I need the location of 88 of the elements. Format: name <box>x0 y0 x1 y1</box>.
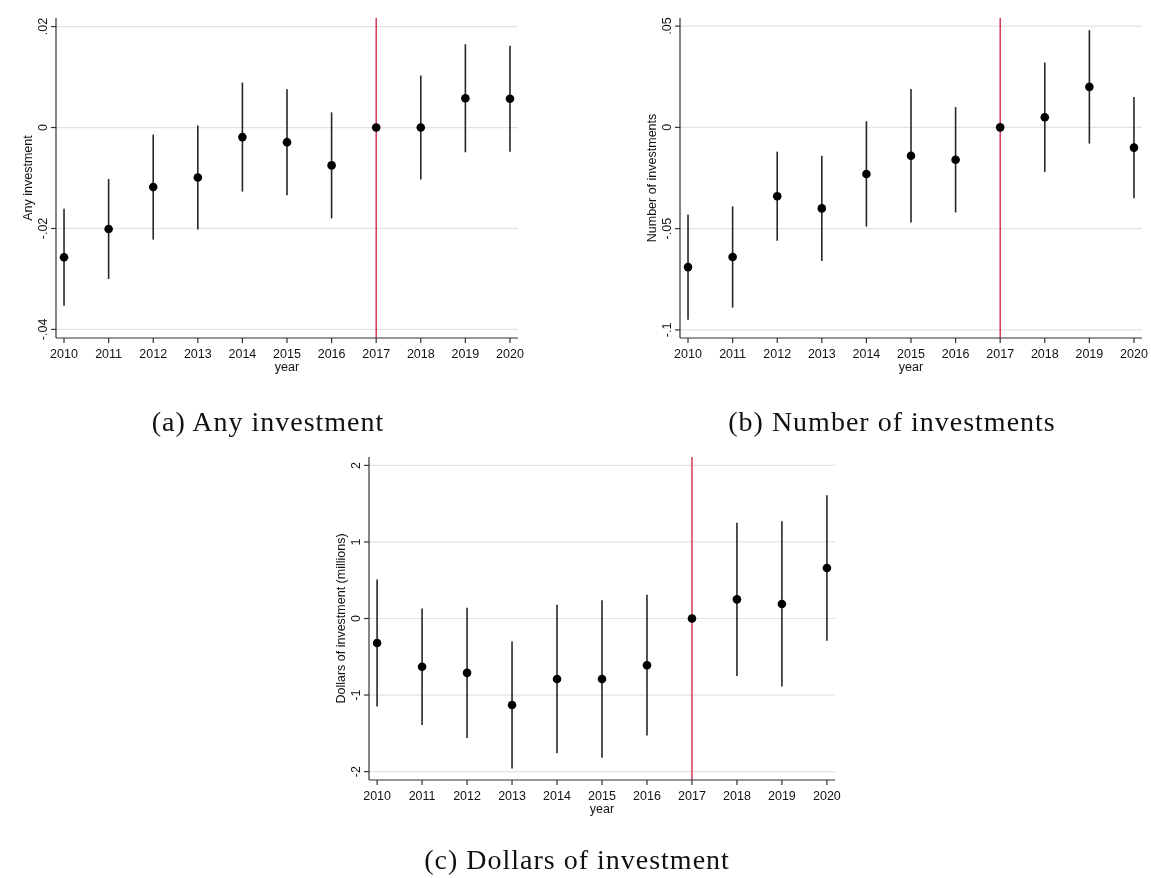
x-tick-label: 2012 <box>139 347 168 361</box>
x-tick-label: 2017 <box>678 789 706 803</box>
point <box>552 674 562 684</box>
x-tick-label: 2018 <box>406 347 435 361</box>
x-tick-label: 2017 <box>362 347 391 361</box>
point <box>687 614 697 623</box>
x-tick-label: 2020 <box>496 347 524 361</box>
point <box>728 252 737 262</box>
x-tick-label: 2019 <box>768 789 796 803</box>
x-tick-label: 2016 <box>941 347 970 361</box>
x-tick-label: 2019 <box>1075 347 1104 361</box>
x-tick-label: 2011 <box>95 347 123 361</box>
point <box>148 182 158 192</box>
point <box>817 204 827 213</box>
point <box>906 151 916 161</box>
x-tick-label: 2019 <box>451 347 480 361</box>
point <box>327 161 336 170</box>
x-tick-label: 2014 <box>228 347 257 361</box>
x-tick-label: 2013 <box>807 347 836 361</box>
y-tick-label: .05 <box>660 17 674 35</box>
x-tick-label: 2014 <box>852 347 881 361</box>
x-axis-title: year <box>898 360 924 374</box>
y-tick-label: 0 <box>660 123 674 131</box>
point <box>505 94 515 104</box>
text: (c) Dollars of investment <box>424 844 730 875</box>
x-tick-label: 2011 <box>408 789 436 803</box>
point <box>777 599 787 609</box>
point <box>732 595 742 604</box>
point <box>507 700 517 710</box>
x-tick-label: 2017 <box>986 347 1015 361</box>
y-tick-label: -1 <box>349 689 363 701</box>
point <box>238 132 247 142</box>
point <box>104 224 113 234</box>
x-axis-title: year <box>589 802 615 816</box>
point <box>417 662 427 672</box>
x-tick-label: 2010 <box>674 347 702 361</box>
x-tick-label: 2011 <box>719 347 747 361</box>
point <box>772 191 782 201</box>
point <box>282 137 292 147</box>
point <box>642 660 652 670</box>
point <box>597 674 607 684</box>
x-tick-label: 2013 <box>183 347 212 361</box>
x-tick-label: 2012 <box>453 789 482 803</box>
x-axis-title: year <box>274 360 300 374</box>
x-tick-label: 2014 <box>543 789 571 803</box>
point <box>193 173 203 182</box>
x-tick-label: 2016 <box>317 347 346 361</box>
x-tick-label: 2018 <box>1030 347 1059 361</box>
point <box>822 563 832 573</box>
point <box>461 93 470 103</box>
point <box>1129 143 1139 152</box>
point <box>59 252 69 262</box>
point <box>372 638 382 648</box>
x-tick-label: 2015 <box>273 347 301 361</box>
x-tick-label: 2018 <box>723 789 751 803</box>
point <box>371 123 381 132</box>
y-axis-title: Number of investments <box>645 113 659 243</box>
x-tick-label: 2010 <box>363 789 392 803</box>
y-tick-label: 0 <box>349 614 363 622</box>
y-tick-label: -.1 <box>660 322 674 338</box>
y-tick-label: 0 <box>36 124 50 131</box>
point <box>995 123 1005 132</box>
y-tick-label: -.04 <box>36 318 50 341</box>
y-tick-label: -2 <box>349 765 363 778</box>
y-axis-title: Dollars of investment (millions) <box>334 533 348 704</box>
x-tick-label: 2020 <box>813 789 841 803</box>
x-tick-label: 2020 <box>1120 347 1148 361</box>
y-tick-label: -.02 <box>36 217 50 240</box>
x-tick-label: 2012 <box>763 347 792 361</box>
x-tick-label: 2016 <box>633 789 661 803</box>
point <box>462 668 472 678</box>
point <box>862 169 871 179</box>
text: (b) Number of investments <box>728 406 1056 437</box>
point <box>1085 82 1094 92</box>
point <box>951 155 960 165</box>
x-tick-label: 2013 <box>498 789 526 803</box>
y-tick-label: 2 <box>349 461 363 469</box>
y-tick-label: .02 <box>36 17 50 36</box>
y-tick-label: -.05 <box>660 217 674 240</box>
point <box>1040 112 1050 122</box>
point <box>416 123 426 132</box>
x-tick-label: 2015 <box>897 347 925 361</box>
point <box>683 262 693 272</box>
x-tick-label: 2015 <box>588 789 616 803</box>
y-tick-label: 1 <box>349 538 363 546</box>
text: (a) Any investment <box>151 406 385 437</box>
y-axis-title: Any investment <box>21 134 35 221</box>
x-tick-label: 2010 <box>50 347 78 361</box>
